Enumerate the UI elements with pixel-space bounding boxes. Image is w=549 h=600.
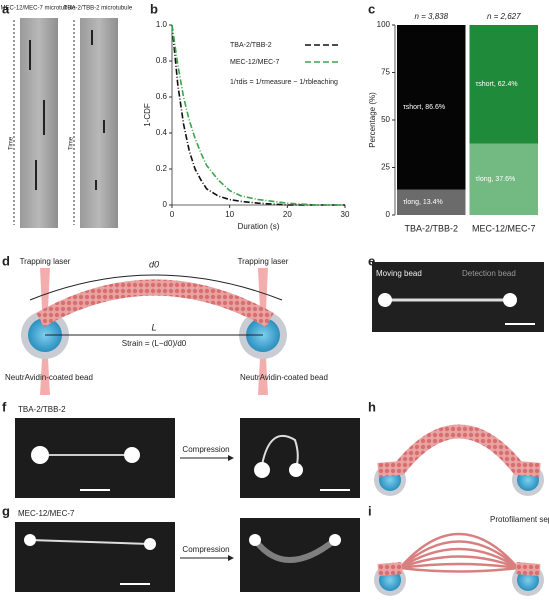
label: MEC-12/MEC-7 bbox=[18, 509, 75, 518]
x-tick-label: 0 bbox=[170, 210, 175, 219]
label: Trapping laser bbox=[238, 257, 289, 266]
bar-segment bbox=[397, 25, 466, 190]
events bbox=[29, 30, 105, 190]
microtubule bbox=[377, 424, 541, 477]
series-line bbox=[171, 24, 345, 206]
y-tick-label: 0 bbox=[163, 200, 168, 209]
label: MEC-12/MEC-7 microtubule bbox=[0, 6, 76, 12]
panel-letter: i bbox=[368, 503, 372, 518]
value-label: τlong, 37.6% bbox=[476, 176, 516, 183]
annotation: n = 2,627 bbox=[487, 12, 521, 21]
legend-label: MEC-12/MEC-7 bbox=[230, 59, 280, 66]
value-label: τshort, 62.4% bbox=[476, 81, 518, 88]
label: Detection bead bbox=[462, 269, 516, 278]
y-tick-label: 50 bbox=[381, 115, 390, 124]
legend-label: TBA-2/TBB-2 bbox=[230, 42, 272, 49]
microtubule bbox=[252, 537, 337, 563]
kymograph bbox=[80, 18, 118, 228]
label: NeutrAvidin-coated bead bbox=[240, 373, 328, 382]
y-tick-label: 0.2 bbox=[156, 164, 168, 173]
bead bbox=[378, 293, 392, 307]
bead bbox=[24, 534, 36, 546]
panel-letter: b bbox=[150, 1, 158, 16]
panel-letter: e bbox=[368, 253, 375, 268]
bead bbox=[329, 534, 341, 546]
y-axis-label: Percentage (%) bbox=[368, 92, 377, 148]
y-tick-label: 25 bbox=[381, 163, 390, 172]
bead bbox=[289, 463, 303, 477]
panel-letter: d bbox=[2, 253, 10, 268]
label: Protofilament separation bbox=[490, 515, 549, 524]
bead bbox=[254, 462, 270, 478]
protofilaments bbox=[399, 532, 519, 573]
label: Trapping laser bbox=[20, 257, 71, 266]
y-tick-label: 100 bbox=[377, 20, 391, 29]
annotation: n = 3,838 bbox=[414, 12, 448, 21]
image bbox=[240, 518, 360, 592]
label: Time bbox=[69, 136, 75, 150]
label: d0 bbox=[149, 259, 159, 269]
bar-segment bbox=[469, 143, 538, 215]
label: TBA-2/TBB-2 bbox=[18, 405, 66, 414]
x-tick-label: MEC-12/MEC-7 bbox=[472, 223, 536, 233]
microtubule bbox=[261, 434, 299, 469]
label: Strain = (L−d0)/d0 bbox=[122, 339, 187, 348]
label: NeutrAvidin-coated bead bbox=[5, 373, 93, 382]
label: L bbox=[151, 322, 156, 332]
label: Time bbox=[9, 136, 15, 150]
y-tick-label: 0.4 bbox=[156, 128, 168, 137]
microtubule bbox=[29, 539, 151, 545]
y-tick-label: 0.6 bbox=[156, 92, 168, 101]
x-tick-label: 10 bbox=[225, 210, 234, 219]
bead bbox=[503, 293, 517, 307]
panel-letter: a bbox=[2, 1, 10, 16]
bead bbox=[124, 447, 140, 463]
bead bbox=[31, 446, 49, 464]
value-label: τlong, 13.4% bbox=[403, 199, 443, 206]
label: TBA-2/TBB-2 microtubule bbox=[64, 6, 133, 12]
bar-segment bbox=[397, 189, 466, 215]
d0-line bbox=[29, 274, 283, 301]
x-tick-label: 20 bbox=[283, 210, 292, 219]
kymograph bbox=[20, 18, 58, 228]
panel-letter: c bbox=[368, 1, 375, 16]
arrowhead bbox=[228, 455, 234, 461]
series-line bbox=[171, 24, 345, 206]
bead bbox=[144, 538, 156, 550]
microtubule bbox=[377, 562, 541, 576]
axes bbox=[171, 25, 345, 206]
bar-segment bbox=[469, 25, 538, 144]
x-tick-label: TBA-2/TBB-2 bbox=[404, 223, 458, 233]
image bbox=[15, 522, 175, 592]
panel-letter: h bbox=[368, 399, 376, 414]
x-tick-label: 30 bbox=[341, 210, 350, 219]
panel-letter: f bbox=[2, 399, 7, 414]
value-label: τshort, 86.6% bbox=[403, 104, 445, 111]
y-tick-label: 0.8 bbox=[156, 56, 168, 65]
y-tick-label: 75 bbox=[381, 68, 390, 77]
label: Moving bead bbox=[376, 269, 422, 278]
y-tick-label: 1.0 bbox=[156, 20, 168, 29]
y-axis-label: 1-CDF bbox=[143, 103, 152, 127]
label: Compression bbox=[182, 445, 229, 454]
arrowhead bbox=[228, 555, 234, 561]
y-tick-label: 0 bbox=[386, 210, 391, 219]
label: Compression bbox=[182, 545, 229, 554]
x-axis-label: Duration (s) bbox=[238, 222, 280, 231]
microtubule bbox=[36, 279, 274, 327]
panel-letter: g bbox=[2, 503, 10, 518]
annotation: 1/τdis = 1/τmeasure − 1/τbleaching bbox=[230, 79, 338, 86]
image bbox=[240, 418, 360, 498]
bead bbox=[249, 534, 261, 546]
